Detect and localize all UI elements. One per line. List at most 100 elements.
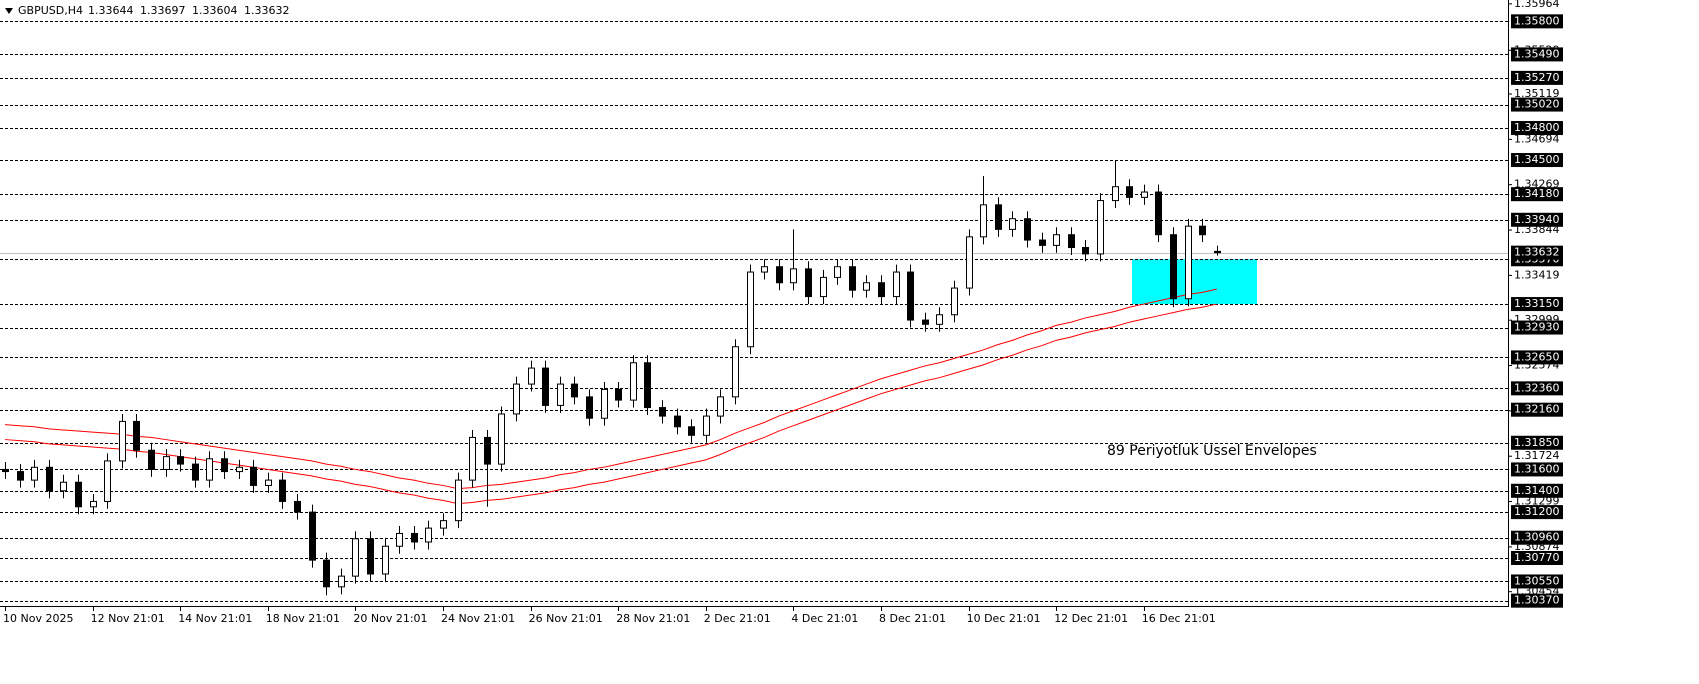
x-tick-label: 14 Nov 21:01 [178, 612, 252, 625]
candle-body [1170, 234, 1177, 300]
candle-body [542, 367, 549, 406]
candle-body [893, 271, 900, 298]
candle-body [148, 449, 155, 470]
menu-arrow[interactable] [5, 8, 13, 14]
candle-body [717, 396, 724, 417]
level-label: 1.30960 [1514, 531, 1560, 544]
candle-body [382, 545, 389, 575]
level-label: 1.32160 [1514, 403, 1560, 416]
x-tick-label: 16 Dec 21:01 [1142, 612, 1216, 625]
annotation: 89 Periyotluk Ussel Envelopes [1107, 443, 1317, 459]
candle-body [849, 266, 856, 291]
level-label: 1.34800 [1514, 121, 1560, 134]
symbol: GBPUSD,H4 [18, 4, 83, 17]
candle-body [1039, 239, 1046, 246]
candle-body [644, 362, 651, 409]
level-label-bg [1511, 381, 1563, 396]
candle-body [469, 436, 476, 481]
level-label: 1.34180 [1514, 187, 1560, 200]
level-label-bg [1511, 350, 1563, 365]
candle-body [805, 268, 812, 298]
candle-body [630, 362, 637, 401]
candle-body [265, 479, 272, 486]
candle-body [119, 420, 126, 462]
candle-body [133, 420, 140, 451]
x-tick-label: 18 Nov 21:01 [266, 612, 340, 625]
level-label: 1.30770 [1514, 551, 1560, 564]
candle-body [995, 204, 1002, 230]
level-label: 1.33940 [1514, 213, 1560, 226]
level-label: 1.30370 [1514, 594, 1560, 607]
candle-body [936, 314, 943, 325]
candle-body [46, 466, 53, 492]
level-label-bg [1511, 320, 1563, 335]
candle-body [221, 458, 228, 473]
candle-body [1185, 225, 1192, 300]
level-label-bg [1511, 153, 1563, 168]
y-tick-label: 1.33419 [1514, 268, 1560, 281]
level-label-bg [1511, 574, 1563, 589]
candle-body [513, 383, 520, 415]
candle-body [425, 527, 432, 543]
candle-body [790, 268, 797, 284]
level-label-bg [1511, 483, 1563, 498]
candle-body [601, 388, 608, 419]
candle-body [250, 466, 257, 486]
candle-body [1082, 247, 1089, 255]
level-label-bg [1511, 14, 1563, 29]
candle-body [703, 415, 710, 436]
candle-body [966, 236, 973, 289]
candle-body [411, 532, 418, 543]
candle-body [571, 383, 578, 398]
level-label: 1.34500 [1514, 153, 1560, 166]
level-label-bg [1511, 70, 1563, 85]
level-label-bg [1511, 187, 1563, 202]
candle-body [455, 479, 462, 522]
x-tick-label: 12 Nov 21:01 [91, 612, 165, 625]
x-tick-label: 8 Dec 21:01 [879, 612, 946, 625]
candle-body [498, 413, 505, 465]
level-label: 1.32650 [1514, 350, 1560, 363]
current-price-label-bg [1511, 245, 1563, 260]
candle-body [279, 479, 286, 502]
header-low: 1.33604 [192, 4, 238, 17]
level-label: 1.32360 [1514, 381, 1560, 394]
candle-body [1097, 200, 1104, 255]
level-label-bg [1511, 297, 1563, 312]
candle-body [2, 468, 9, 473]
candle-body [90, 500, 97, 508]
candle-body [484, 436, 491, 465]
candle-body [615, 388, 622, 401]
candle-body [834, 266, 841, 278]
x-tick-label: 20 Nov 21:01 [353, 612, 427, 625]
x-tick-label: 28 Nov 21:01 [616, 612, 690, 625]
level-label: 1.35800 [1514, 14, 1560, 27]
x-tick-label: 10 Dec 21:01 [967, 612, 1041, 625]
candle-body [1068, 234, 1075, 249]
candle-body [17, 471, 24, 481]
envelope-line [4, 288, 1217, 490]
level-label-bg [1511, 97, 1563, 112]
candle-body [557, 383, 564, 406]
candle-body [323, 559, 330, 588]
header-open: 1.33644 [88, 4, 134, 17]
candle-body [1126, 186, 1133, 198]
y-tick-label: 1.31299 [1514, 495, 1560, 508]
level-label-bg [1511, 593, 1563, 608]
candle-body [922, 319, 929, 325]
level-label: 1.35270 [1514, 71, 1560, 84]
candle-body [309, 511, 316, 561]
level-label: 1.30550 [1514, 574, 1560, 587]
level-label: 1.35490 [1514, 47, 1560, 60]
candle-body [192, 463, 199, 481]
candle-body [367, 538, 374, 575]
candle-body [352, 538, 359, 577]
candle-body [907, 271, 914, 321]
candle-body [396, 532, 403, 547]
level-label-bg [1511, 402, 1563, 417]
level-label: 1.35020 [1514, 98, 1560, 111]
y-tick-label: 1.31724 [1514, 449, 1560, 462]
candle-body [747, 271, 754, 348]
candle-body [980, 204, 987, 238]
